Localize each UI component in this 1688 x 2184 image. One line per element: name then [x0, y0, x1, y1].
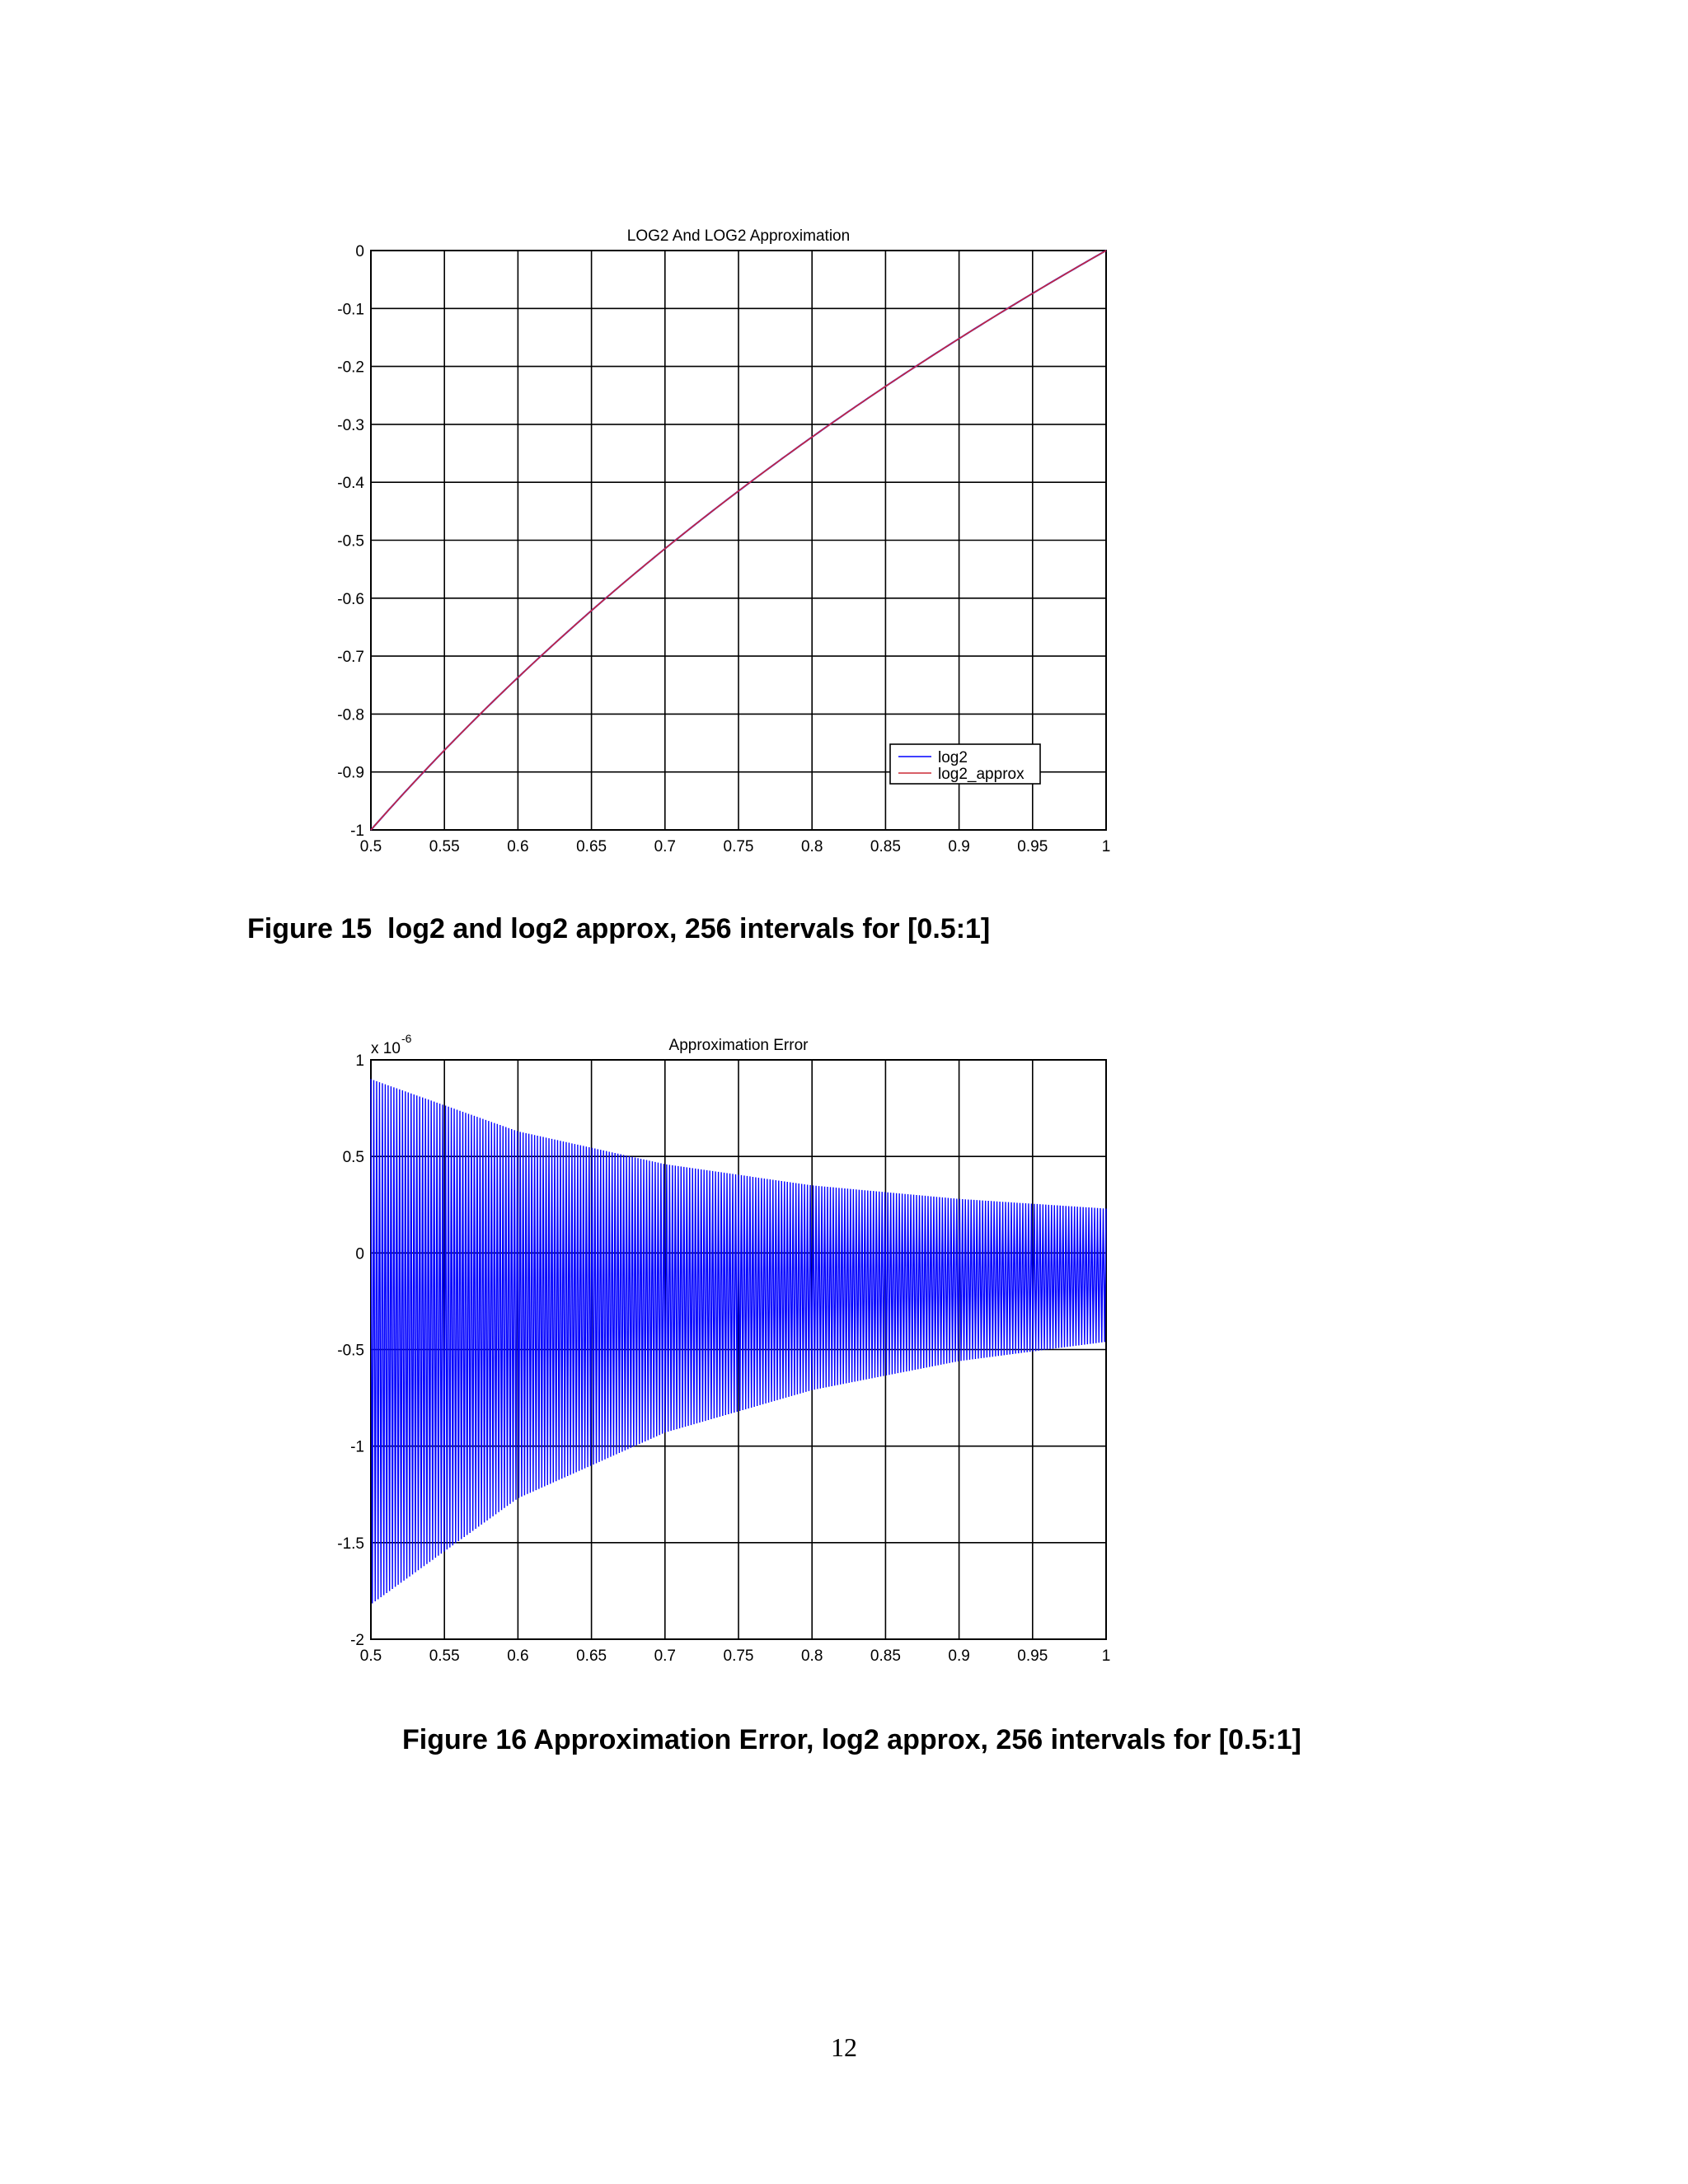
- chart2-xtick-label-6: 0.8: [801, 1647, 823, 1665]
- chart2-y-multiplier-exponent: -6: [401, 1032, 412, 1045]
- chart2-xtick-label-0: 0.5: [360, 1647, 382, 1665]
- chart2-ytick-label-0: 1: [355, 1052, 364, 1070]
- chart1-xtick-label-8: 0.9: [948, 838, 969, 855]
- chart2-xtick-label-2: 0.6: [507, 1647, 528, 1665]
- chart2-series-error: [370, 1079, 1107, 1604]
- chart2-ytick-label-1: 0.5: [343, 1149, 364, 1166]
- chart1-title: LOG2 And LOG2 Approximation: [627, 227, 850, 245]
- chart1-ytick-label-10: -1: [350, 823, 364, 840]
- chart1-ytick-label-0: 0: [355, 243, 364, 260]
- chart1-ytick-label-1: -0.1: [337, 301, 364, 318]
- chart2-xtick-label-9: 0.95: [1017, 1647, 1048, 1665]
- chart2-ytick-label-6: -2: [350, 1632, 364, 1649]
- chart1-ytick-label-8: -0.8: [337, 706, 364, 724]
- figure-15-caption: Figure 15 log2 and log2 approx, 256 inte…: [247, 913, 991, 944]
- chart2-xtick-label-4: 0.7: [654, 1647, 676, 1665]
- chart1-xtick-label-4: 0.7: [654, 838, 676, 855]
- chart1-xtick-label-9: 0.95: [1017, 838, 1048, 855]
- chart1-xtick-label-10: 1: [1102, 838, 1111, 855]
- chart1-ytick-label-4: -0.4: [337, 475, 364, 492]
- chart1-legend-label-log2: log2: [938, 749, 968, 766]
- chart1-xtick-label-3: 0.65: [576, 838, 607, 855]
- chart1-xtick-label-0: 0.5: [360, 838, 382, 855]
- chart2-xtick-label-8: 0.9: [948, 1647, 969, 1665]
- chart1-legend-box: [889, 743, 1041, 785]
- figure-16-caption: Figure 16 Approximation Error, log2 appr…: [402, 1724, 1301, 1755]
- chart1-legend-label-log2_approx: log2_approx: [938, 766, 1025, 783]
- chart2-ytick-label-4: -1: [350, 1439, 364, 1456]
- chart1-ytick-label-9: -0.9: [337, 765, 364, 782]
- chart1-ytick-label-6: -0.6: [337, 591, 364, 608]
- chart2-plot-frame: [370, 1059, 1107, 1640]
- chart2-xtick-label-5: 0.75: [724, 1647, 754, 1665]
- chart1-plot-frame: [370, 250, 1107, 831]
- chart1-ytick-label-7: -0.7: [337, 649, 364, 666]
- chart1-xtick-label-2: 0.6: [507, 838, 528, 855]
- chart2-ytick-label-2: 0: [355, 1245, 364, 1263]
- page-number: 12: [831, 2032, 857, 2062]
- chart2-y-multiplier: x 10: [371, 1040, 401, 1057]
- chart2-xtick-label-1: 0.55: [429, 1647, 460, 1665]
- chart1-xtick-label-5: 0.75: [724, 838, 754, 855]
- chart2-ytick-label-3: -0.5: [337, 1343, 364, 1360]
- chart1-xtick-label-1: 0.55: [429, 838, 460, 855]
- chart2-title: Approximation Error: [669, 1037, 809, 1054]
- chart1-xtick-label-6: 0.8: [801, 838, 823, 855]
- chart1-ytick-label-3: -0.3: [337, 417, 364, 434]
- chart1-ytick-label-2: -0.2: [337, 359, 364, 377]
- chart2-xtick-label-10: 1: [1102, 1647, 1111, 1665]
- chart2-ytick-label-5: -1.5: [337, 1535, 364, 1553]
- chart1-xtick-label-7: 0.85: [870, 838, 901, 855]
- chart2-xtick-label-3: 0.65: [576, 1647, 607, 1665]
- chart2-xtick-label-7: 0.85: [870, 1647, 901, 1665]
- chart1-ytick-label-5: -0.5: [337, 533, 364, 551]
